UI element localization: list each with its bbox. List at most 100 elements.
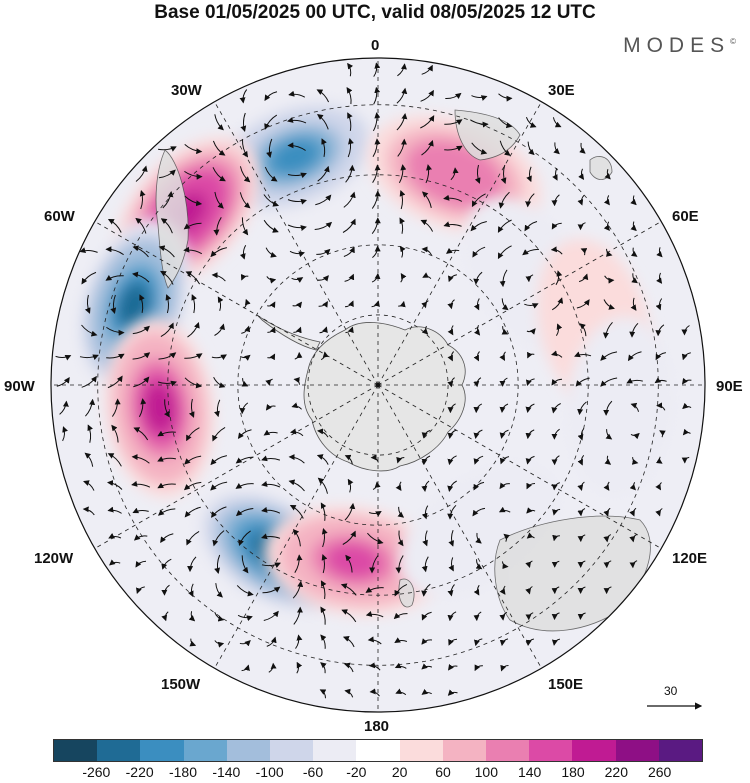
wind-arrow	[108, 533, 122, 539]
wind-arrow	[139, 294, 145, 313]
meridian-line	[377, 384, 662, 549]
wind-arrow	[369, 688, 380, 697]
colorbar-tick-label: -220	[125, 764, 154, 780]
wind-arrow	[214, 323, 225, 336]
wind-arrow	[235, 456, 254, 464]
wind-arrow	[473, 351, 480, 362]
wind-arrow	[396, 87, 408, 104]
wind-arrow	[110, 294, 117, 314]
wind-arrow	[577, 612, 586, 620]
wind-arrow	[525, 638, 535, 646]
wind-arrow	[604, 275, 615, 284]
wind-arrow	[525, 403, 535, 413]
lon-label-90w: 90W	[4, 378, 35, 395]
wind-arrow	[239, 640, 251, 647]
lon-label-90e: 90E	[716, 378, 743, 395]
wind-arrow	[184, 377, 202, 389]
wind-arrow	[394, 637, 408, 644]
wind-arrow	[266, 138, 273, 158]
wind-arrow	[314, 221, 333, 230]
wind-arrow	[395, 555, 404, 574]
wind-arrow	[157, 456, 176, 462]
wind-arrow	[214, 114, 224, 131]
wind-arrow	[316, 248, 331, 256]
wind-arrow	[499, 403, 509, 413]
wind-arrow	[580, 248, 588, 256]
wind-arrow	[111, 398, 121, 417]
wind-arrow	[659, 430, 666, 438]
wind-arrow	[157, 380, 177, 387]
wind-arrow	[630, 221, 637, 232]
wind-arrow	[473, 584, 480, 596]
wind-arrow	[655, 508, 663, 517]
wind-arrow	[135, 560, 147, 568]
wind-arrow	[320, 502, 327, 521]
wind-arrow	[287, 142, 306, 151]
lon-label-150e: 150E	[548, 676, 584, 693]
parallel-circle	[167, 174, 589, 596]
wind-arrow	[261, 533, 281, 540]
wind-arrow	[552, 534, 560, 542]
wind-arrow	[316, 89, 330, 103]
wind-arrow	[498, 117, 513, 129]
wind-arrow	[292, 580, 304, 599]
colorbar-swatch	[486, 740, 530, 761]
wind-arrow	[365, 610, 384, 618]
wind-arrow	[191, 294, 197, 314]
wind-arrow	[578, 273, 589, 283]
wind-arrow	[139, 190, 146, 210]
wind-arrow	[421, 455, 431, 465]
wind-arrow	[367, 532, 384, 545]
wind-arrow	[369, 555, 379, 574]
wind-arrow	[473, 271, 483, 285]
wind-arrow	[213, 217, 222, 236]
wind-arrow	[264, 166, 278, 182]
wind-arrow	[344, 688, 354, 698]
wind-arrow	[473, 638, 483, 647]
wind-arrow	[240, 273, 249, 281]
wind-arrow	[157, 482, 176, 489]
wind-arrow	[578, 168, 585, 181]
wind-arrow	[211, 354, 227, 361]
wind-arrow	[422, 530, 428, 547]
wind-arrow	[626, 377, 643, 384]
wind-arrow	[600, 351, 618, 361]
wind-arrow	[183, 246, 203, 255]
wind-arrow	[421, 139, 434, 156]
wind-arrow	[292, 528, 301, 547]
wind-arrow	[524, 303, 539, 309]
wind-arrow	[525, 560, 533, 569]
wind-arrow	[135, 217, 147, 234]
wind-arrow	[499, 140, 511, 156]
wind-arrow	[629, 534, 637, 543]
wind-arrow	[525, 612, 534, 621]
wind-arrow	[316, 454, 329, 465]
wind-arrow	[131, 480, 151, 488]
lon-label-0: 0	[371, 37, 380, 54]
wind-arrow	[342, 636, 355, 648]
map-title: Base 01/05/2025 00 UTC, valid 08/05/2025…	[154, 2, 596, 23]
wind-arrow	[630, 402, 639, 412]
wind-arrow	[136, 586, 145, 595]
colorbar-swatch	[97, 740, 141, 761]
wind-arrow	[210, 455, 227, 466]
wind-arrow	[343, 662, 354, 673]
wind-arrow	[345, 164, 356, 183]
wind-arrow	[473, 298, 480, 311]
colorbar-tick-label: 220	[604, 764, 629, 780]
lon-label-60w: 60W	[44, 208, 75, 225]
polar-map	[50, 57, 706, 713]
wind-arrow	[603, 481, 610, 491]
meridian-line	[377, 101, 542, 386]
wind-arrow	[605, 429, 613, 440]
wind-arrow	[551, 222, 562, 230]
wind-arrow	[525, 586, 533, 595]
wind-arrow	[371, 190, 381, 209]
wind-arrow	[655, 352, 666, 361]
wind-arrow	[525, 429, 535, 440]
wind-arrow	[293, 326, 302, 334]
wind-arrow	[421, 429, 431, 439]
wind-arrow	[447, 480, 457, 492]
wind-arrow	[372, 481, 381, 490]
wind-arrow	[422, 272, 432, 280]
